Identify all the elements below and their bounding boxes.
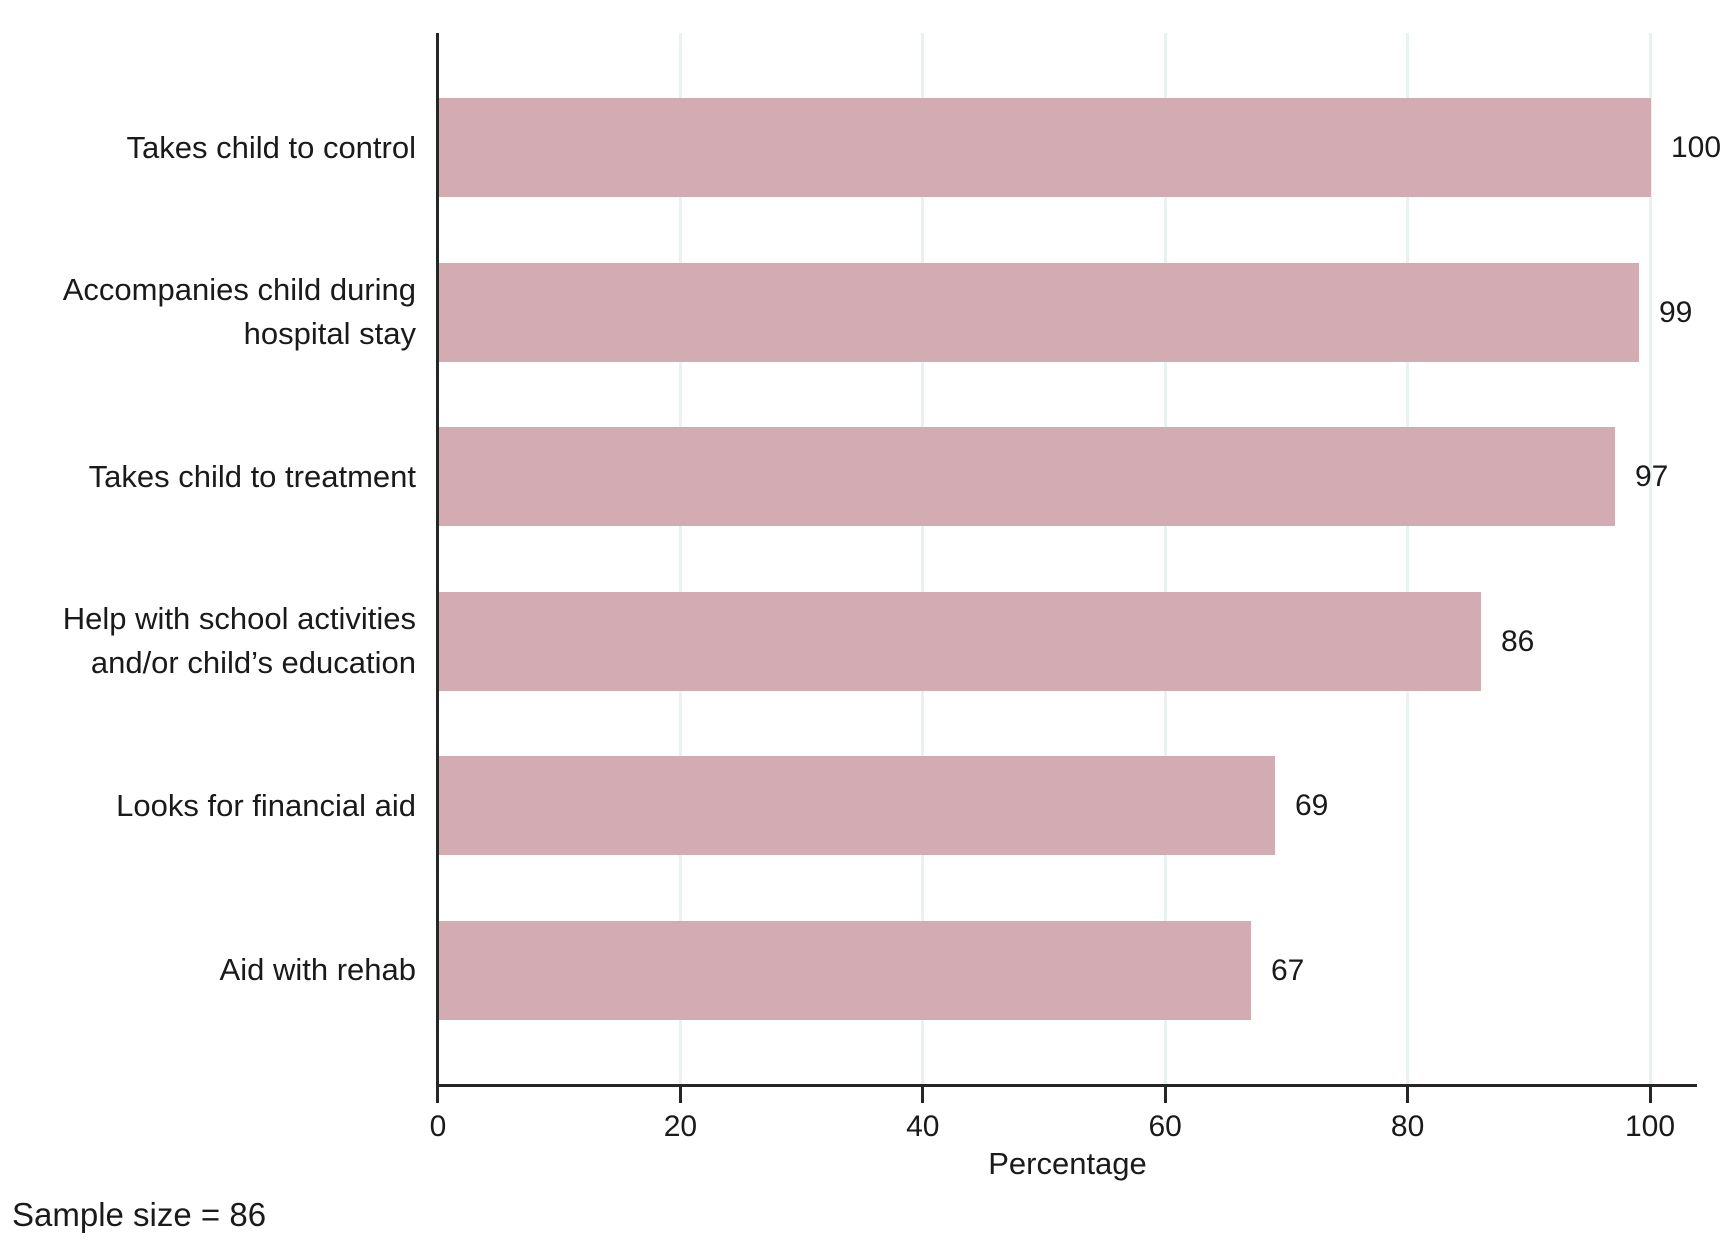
tick-label: 0 <box>429 1110 447 1143</box>
bar <box>439 427 1615 526</box>
bar <box>439 591 1481 691</box>
bar <box>439 920 1251 1020</box>
axis-tick <box>921 1087 925 1103</box>
category-label: Accompanies child during hospital stay <box>62 272 416 351</box>
sample-size-note: Sample size = 86 <box>12 1196 267 1233</box>
category-label: Help with school activities and/or child… <box>62 601 416 680</box>
value-label: 97 <box>1635 460 1669 493</box>
tick-label: 40 <box>906 1110 940 1143</box>
x-axis-title: Percentage <box>988 1146 1147 1181</box>
bar <box>439 262 1639 362</box>
tick-label: 20 <box>663 1110 698 1143</box>
gridline <box>1648 33 1652 1084</box>
gridline <box>1163 33 1167 1084</box>
bar <box>439 756 1275 855</box>
y-axis-line <box>436 33 439 1103</box>
tick-label: 60 <box>1148 1110 1182 1143</box>
gridline <box>1406 33 1410 1084</box>
gridline <box>678 33 682 1084</box>
axis-tick <box>1406 1087 1410 1103</box>
category-label: Takes child to treatment <box>88 458 416 494</box>
tick-label: 100 <box>1624 1110 1676 1143</box>
axis-tick <box>1163 1087 1167 1103</box>
value-label: 67 <box>1271 953 1305 987</box>
gridline <box>921 33 925 1084</box>
value-label: 86 <box>1501 624 1535 658</box>
x-axis-line <box>436 1084 1697 1087</box>
category-label: Takes child to control <box>126 129 416 165</box>
value-label: 100 <box>1671 131 1722 164</box>
value-label: 69 <box>1295 789 1329 822</box>
value-label: 99 <box>1659 295 1693 329</box>
axis-tick <box>678 1087 682 1103</box>
category-label: Looks for financial aid <box>116 787 416 823</box>
axis-tick <box>1648 1087 1652 1103</box>
tick-label: 80 <box>1390 1110 1425 1143</box>
category-label: Aid with rehab <box>219 952 416 987</box>
bar <box>439 98 1651 197</box>
